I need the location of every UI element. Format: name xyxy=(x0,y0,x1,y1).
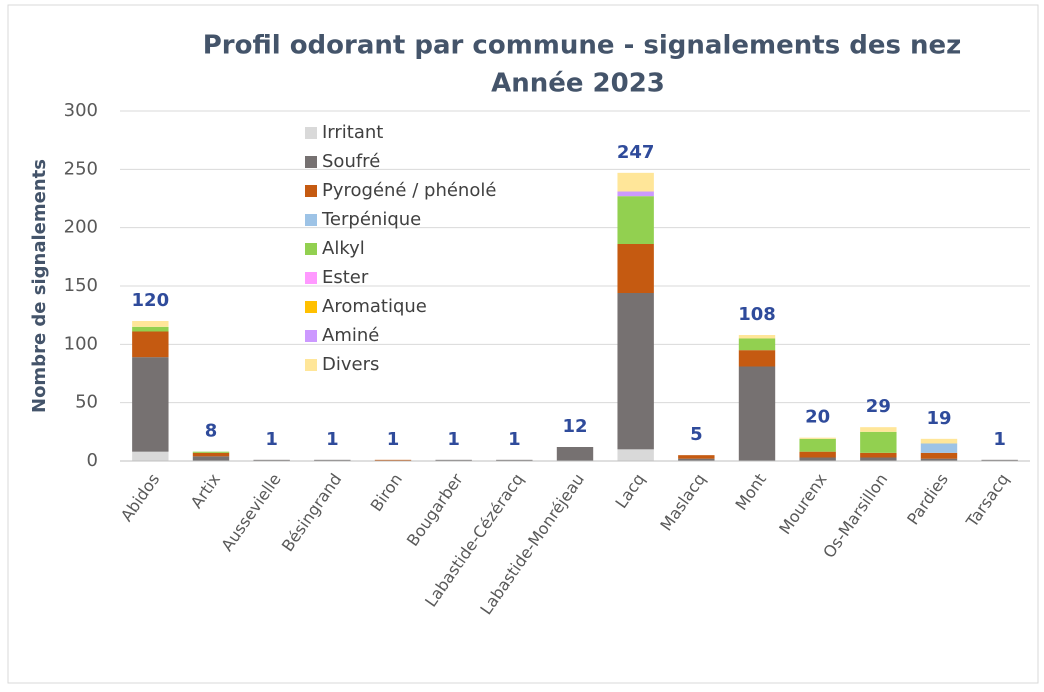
legend-swatch xyxy=(305,301,317,313)
y-tick-label: 0 xyxy=(87,450,98,471)
total-label: 19 xyxy=(926,408,951,429)
legend-swatch xyxy=(305,214,317,226)
legend-swatch xyxy=(305,156,317,168)
bar-segment xyxy=(192,452,230,457)
bar-segment xyxy=(556,447,594,461)
legend-label: Alkyl xyxy=(322,238,365,259)
bar-segment xyxy=(435,459,472,461)
total-label: 1 xyxy=(326,429,339,450)
legend-swatch xyxy=(305,330,317,342)
bar-segment xyxy=(617,196,654,244)
legend-swatch xyxy=(305,359,317,371)
y-tick-label: 50 xyxy=(75,392,98,413)
total-label: 8 xyxy=(205,421,218,442)
bar-segment xyxy=(496,459,533,461)
legend-label: Pyrogéné / phénolé xyxy=(322,180,496,201)
legend-swatch xyxy=(305,272,317,284)
bar-segment xyxy=(192,456,230,461)
legend-label: Soufré xyxy=(322,151,380,172)
legend-label: Divers xyxy=(322,354,379,375)
bar-segment xyxy=(920,458,958,461)
y-axis-label: Nombre de signalements xyxy=(29,159,50,413)
bar-segment xyxy=(799,457,836,461)
legend-label: Aminé xyxy=(322,325,379,346)
bar-segment xyxy=(314,459,351,461)
bar-segment xyxy=(617,293,654,450)
y-tick-label: 150 xyxy=(64,275,98,296)
bar-segment xyxy=(860,431,897,453)
chart-title: Profil odorant par commune - signalement… xyxy=(203,31,962,61)
bar-segment xyxy=(920,452,958,459)
bar-segment xyxy=(253,459,290,461)
bar-segment xyxy=(738,350,776,367)
legend-label: Irritant xyxy=(322,122,383,143)
total-label: 5 xyxy=(690,424,703,445)
total-label: 1 xyxy=(265,429,278,450)
bar-segment xyxy=(374,459,412,461)
legend-swatch xyxy=(305,185,317,197)
total-label: 1 xyxy=(508,429,521,450)
bar-segment xyxy=(738,338,776,351)
bar-segment xyxy=(920,438,958,444)
chart-subtitle: Année 2023 xyxy=(491,69,665,99)
bar-segment xyxy=(617,172,654,192)
legend-label: Aromatique xyxy=(322,296,427,317)
bar-segment xyxy=(678,458,715,461)
total-label: 12 xyxy=(562,416,587,437)
bar-segment xyxy=(981,459,1018,461)
bar-segment xyxy=(860,427,897,432)
legend-label: Ester xyxy=(322,267,369,288)
bar-segment xyxy=(132,357,169,452)
bar-segment xyxy=(738,366,776,461)
total-label: 1 xyxy=(387,429,400,450)
bar-segment xyxy=(860,452,897,458)
bar-segment xyxy=(617,244,654,293)
bar-segment xyxy=(617,449,654,461)
bar-segment xyxy=(132,326,169,332)
legend-swatch xyxy=(305,127,317,139)
bar-segment xyxy=(617,191,654,197)
total-label: 247 xyxy=(617,142,655,163)
bar-segment xyxy=(132,331,169,358)
total-label: 1 xyxy=(447,429,460,450)
y-tick-label: 100 xyxy=(64,333,98,354)
bar-segment xyxy=(132,321,169,327)
bar-segment xyxy=(678,455,715,459)
bar-segment xyxy=(860,457,897,461)
bar-segment xyxy=(799,451,836,458)
y-tick-label: 300 xyxy=(64,100,98,121)
bar-segment xyxy=(132,451,169,461)
bar-segment xyxy=(799,437,836,439)
bar-segment xyxy=(920,443,958,453)
total-label: 1 xyxy=(993,429,1006,450)
y-tick-label: 250 xyxy=(64,158,98,179)
total-label: 29 xyxy=(866,396,891,417)
legend-label: Terpénique xyxy=(321,209,421,230)
bar-segment xyxy=(192,451,230,453)
total-label: 20 xyxy=(805,407,830,428)
y-tick-label: 200 xyxy=(64,217,98,238)
legend-swatch xyxy=(305,243,317,255)
total-label: 108 xyxy=(738,304,776,325)
bar-segment xyxy=(738,335,776,339)
total-label: 120 xyxy=(132,290,170,311)
bar-segment xyxy=(799,438,836,452)
